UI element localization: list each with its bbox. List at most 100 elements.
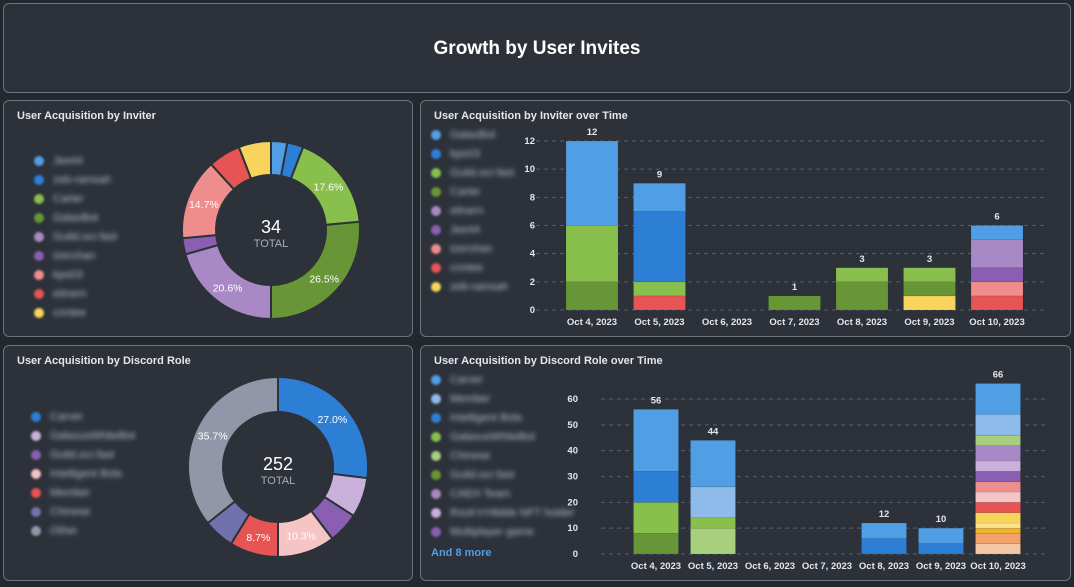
bar-segment[interactable] [835, 267, 889, 283]
bar-segment[interactable] [565, 225, 619, 283]
bar-segment[interactable] [565, 140, 619, 226]
bar-segment[interactable] [975, 522, 1021, 529]
y-tick-label: 20 [567, 497, 578, 508]
legend-label: Carver [50, 410, 84, 423]
legend-color-dot-icon [431, 393, 441, 404]
bar-segment[interactable] [975, 434, 1021, 446]
legend-item[interactable]: Rock'n'Hibble NFT holder [431, 503, 574, 522]
bar-segment[interactable] [975, 414, 1021, 436]
legend-item[interactable]: Guild.ocr.fast [31, 445, 135, 464]
y-tick-label: 4 [530, 249, 536, 260]
legend-item[interactable]: eitnern [34, 284, 117, 303]
bar-segment[interactable] [975, 512, 1021, 524]
legend-item[interactable]: Guild.ocr.fast [431, 163, 514, 182]
bar-segment[interactable] [975, 481, 1021, 493]
legend-item[interactable]: Member [431, 389, 574, 408]
bar-segment[interactable] [918, 527, 964, 544]
legend-item[interactable]: cnntee [431, 258, 514, 277]
legend-item[interactable]: Chinese [431, 446, 574, 465]
bar-segment[interactable] [690, 527, 736, 555]
bar-segment[interactable] [970, 281, 1024, 297]
legend-color-dot-icon [431, 450, 441, 461]
legend-item[interactable]: Chinese [31, 502, 135, 521]
bar-segment[interactable] [861, 538, 907, 555]
bar-segment[interactable] [835, 281, 889, 311]
bar-segment[interactable] [970, 267, 1024, 283]
legend-item[interactable]: kpo03 [431, 144, 514, 163]
bar-segment[interactable] [903, 281, 956, 297]
x-tick-label: Oct 4, 2023 [567, 317, 617, 328]
bar-segment[interactable] [633, 281, 686, 297]
legend-item[interactable]: GalaxusWhiteBot [431, 427, 574, 446]
x-tick-label: Oct 9, 2023 [904, 317, 954, 328]
legend-item[interactable]: GalaxBot [431, 125, 514, 144]
legend-color-dot-icon [431, 469, 441, 480]
bar-segment[interactable] [565, 281, 619, 311]
donut-slice[interactable] [237, 139, 272, 181]
bar-total-label: 6 [994, 212, 999, 223]
bar-segment[interactable] [768, 295, 821, 311]
legend-item[interactable]: Member [31, 483, 135, 502]
bar-segment[interactable] [975, 383, 1021, 415]
legend-label: Chinese [50, 505, 91, 518]
bar-segment[interactable] [633, 409, 679, 472]
bar-segment[interactable] [633, 211, 686, 283]
legend-color-dot-icon [34, 193, 44, 204]
donut-slice[interactable] [187, 375, 279, 525]
bar-segment[interactable] [633, 471, 679, 503]
bar-segment[interactable] [970, 225, 1024, 240]
bar-segment[interactable] [903, 295, 956, 311]
legend-item[interactable]: eitnern [431, 201, 514, 220]
legend-item[interactable]: Carter [34, 189, 117, 208]
bar-segment[interactable] [970, 239, 1024, 268]
legend-item[interactable]: Other [31, 521, 135, 540]
bar-segment[interactable] [975, 491, 1021, 503]
legend-item[interactable]: kpo03 [34, 265, 117, 284]
bar-segment[interactable] [633, 183, 686, 212]
bar-segment[interactable] [690, 517, 736, 529]
bar-segment[interactable] [975, 460, 1021, 472]
bar-segment[interactable] [861, 522, 907, 539]
bar-segment[interactable] [970, 295, 1024, 311]
bar-segment[interactable] [690, 486, 736, 519]
legend-item[interactable]: Izerchan [431, 239, 514, 258]
bar-segment[interactable] [975, 527, 1021, 534]
bar-segment[interactable] [690, 440, 736, 488]
legend-label: Jee44 [450, 223, 480, 236]
legend-item[interactable]: Izerchan [34, 246, 117, 265]
legend-label: Carter [450, 185, 481, 198]
show-more-legend-link[interactable]: And 8 more [431, 547, 492, 559]
legend-item[interactable]: Carter [431, 182, 514, 201]
legend-item[interactable]: zeb-ramsah [431, 277, 514, 296]
bar-segment[interactable] [975, 471, 1021, 482]
legend-item[interactable]: Guild.ocr.fast [34, 227, 117, 246]
bar-segment[interactable] [975, 445, 1021, 462]
legend-item[interactable]: GalaxusWhiteBot [31, 426, 135, 445]
bar-segment[interactable] [975, 502, 1021, 513]
legend-item[interactable]: Carver [31, 407, 135, 426]
legend-item[interactable]: zeb-ramsah [34, 170, 117, 189]
donut-slice[interactable] [270, 220, 361, 321]
legend-color-dot-icon [31, 506, 41, 517]
legend-label: CAEH Team [450, 487, 511, 500]
legend-item[interactable]: Jee44 [34, 151, 117, 170]
bar-segment[interactable] [975, 533, 1021, 544]
legend-item[interactable]: Carver [431, 370, 574, 389]
y-tick-label: 30 [567, 472, 578, 483]
legend-item[interactable]: cnntee [34, 303, 117, 322]
legend-item[interactable]: Jee44 [431, 220, 514, 239]
bar-segment[interactable] [918, 543, 964, 555]
legend-item[interactable]: Guild.ocr.fast [431, 465, 574, 484]
bar-segment[interactable] [633, 533, 679, 555]
bar-total-label: 3 [859, 254, 864, 265]
bar-segment[interactable] [975, 543, 1021, 555]
bar-segment[interactable] [903, 267, 956, 283]
legend-item[interactable]: GalaxBot [34, 208, 117, 227]
bar-segment[interactable] [633, 295, 686, 311]
bar-segment[interactable] [633, 502, 679, 534]
legend-item[interactable]: Multiplayer game [431, 522, 574, 541]
legend-item[interactable]: CAEH Team [431, 484, 574, 503]
legend-item[interactable]: Intelligent Bots [31, 464, 135, 483]
legend-label: Intelligent Bots [450, 411, 523, 424]
legend-item[interactable]: Intelligent Bots [431, 408, 574, 427]
